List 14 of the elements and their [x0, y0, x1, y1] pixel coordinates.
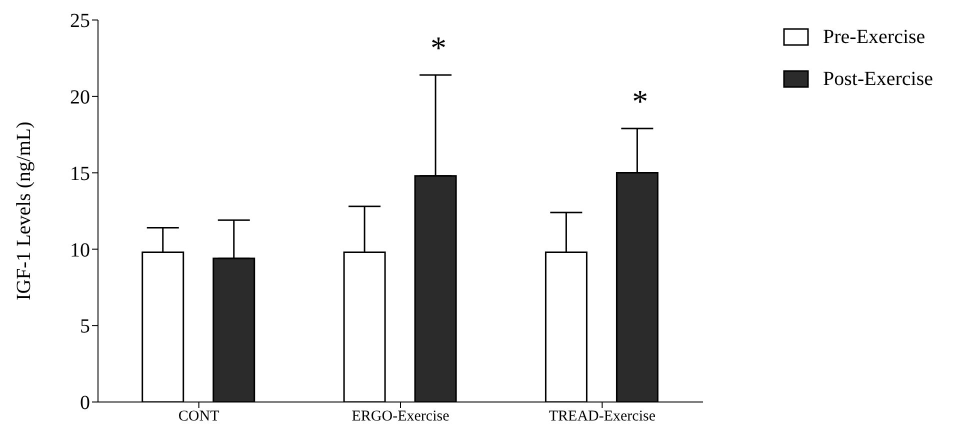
legend-label: Post-Exercise	[823, 67, 933, 92]
y-tick-label: 25	[70, 10, 90, 32]
legend-label: Pre-Exercise	[823, 25, 926, 50]
annotation: *	[632, 82, 648, 119]
y-tick-label: 5	[80, 316, 90, 338]
y-tick-label: 0	[80, 392, 90, 414]
x-tick-label: ERGO-Exercise	[352, 408, 450, 425]
x-tick-label: CONT	[178, 408, 220, 425]
x-tick-label: TREAD-Exercise	[548, 408, 656, 425]
y-tick-label: 20	[70, 86, 90, 108]
y-tick-label: 15	[70, 162, 90, 185]
annotation: *	[430, 29, 447, 66]
y-axis-title: IGF-1 Levels (ng/mL)	[13, 122, 36, 300]
y-tick-label: 10	[70, 239, 90, 262]
